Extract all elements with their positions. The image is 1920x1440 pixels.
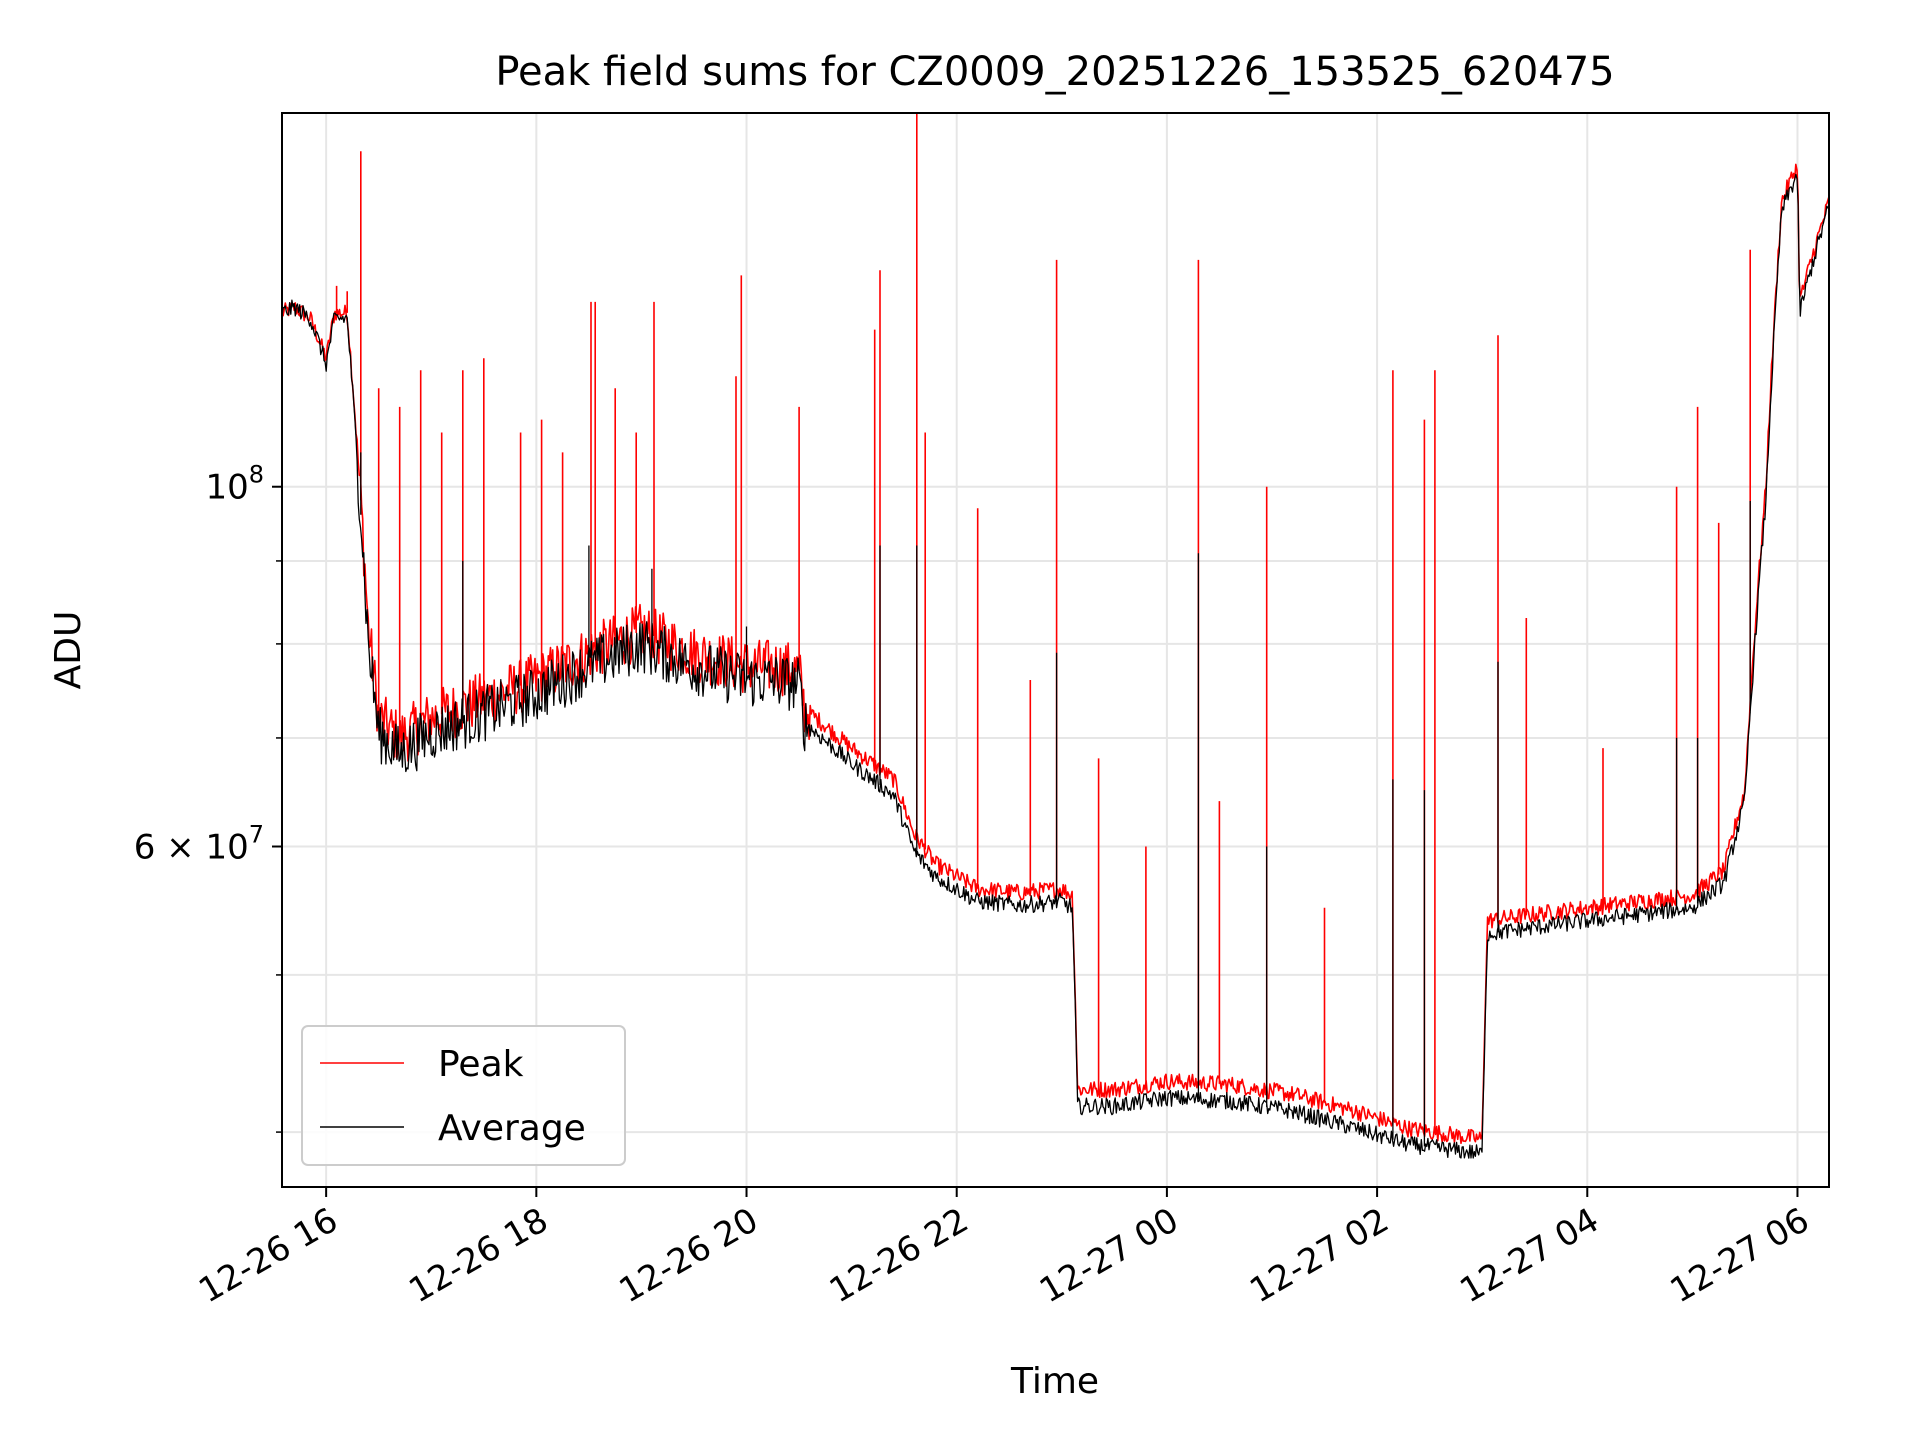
x-axis-label: Time [1010, 1361, 1099, 1402]
chart-title: Peak field sums for CZ0009_20251226_1535… [495, 49, 1614, 95]
grid [282, 113, 1829, 1187]
legend-label-peak: Peak [438, 1044, 524, 1085]
series-group [282, 113, 1829, 1159]
plot-frame [281, 112, 1830, 1188]
series-line-average [282, 173, 1829, 1159]
y-axis-label: ADU [48, 611, 89, 690]
legend-label-average: Average [438, 1108, 586, 1149]
legend: Peak Average [301, 1025, 626, 1166]
legend-box [301, 1025, 626, 1166]
y-tick-label: 6 × 107 [134, 821, 264, 868]
y-tick-label: 108 [205, 461, 264, 508]
y-axis: 108 6 × 107 [134, 461, 282, 1133]
